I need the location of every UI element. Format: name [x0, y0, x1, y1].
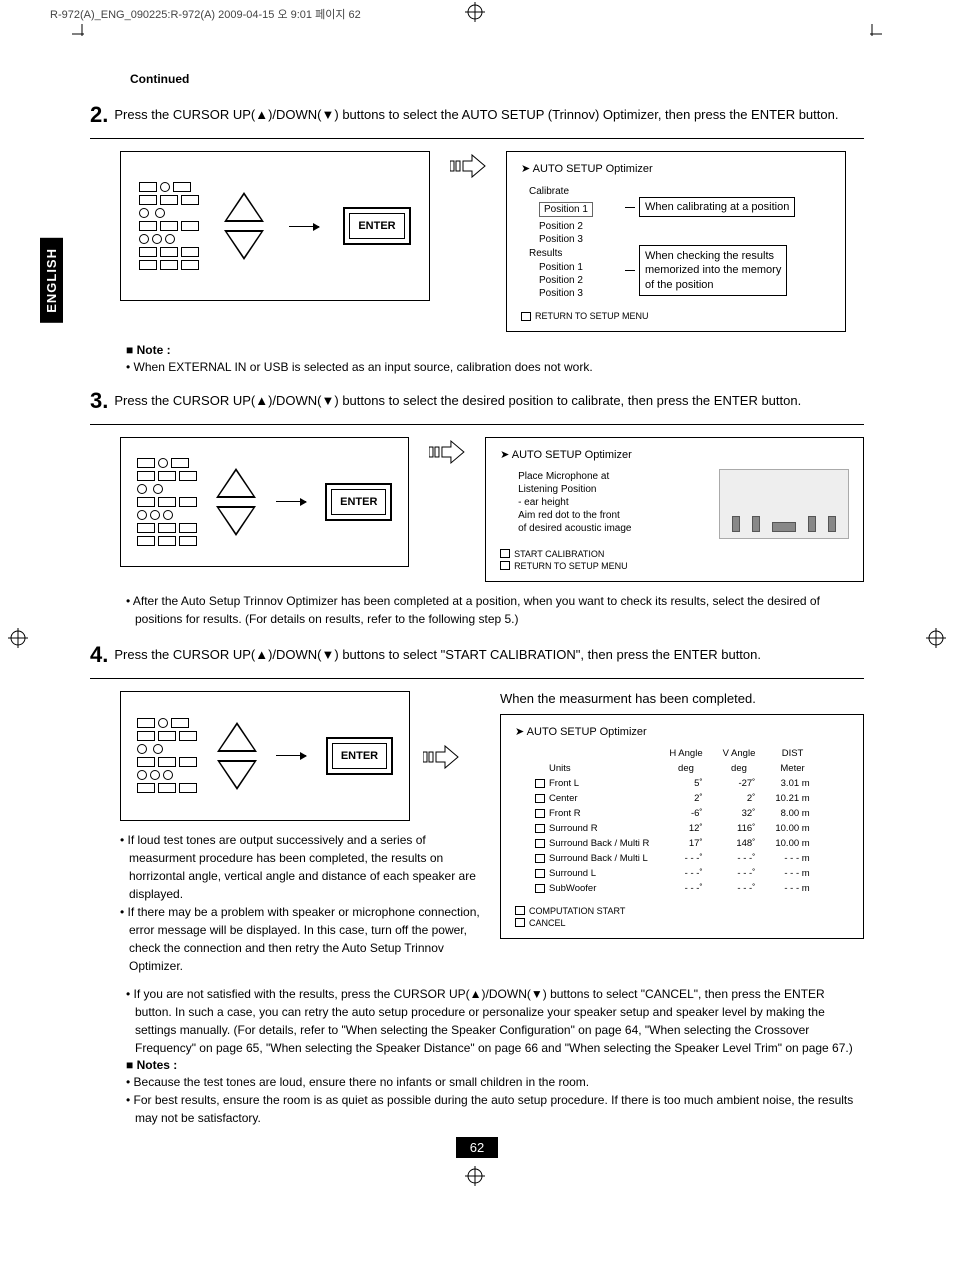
enter-button-icon: ENTER [326, 737, 393, 775]
continued-label: Continued [90, 72, 864, 86]
step4-bullet-b: • If there may be a problem with speaker… [120, 903, 480, 975]
block-arrow-icon [423, 742, 459, 772]
panel-line: of desired acoustic image [518, 523, 707, 534]
cancel-option: CANCEL [529, 918, 566, 928]
step-4: 4. Press the CURSOR UP(▲)/DOWN(▼) button… [90, 644, 864, 666]
note-step2-body: • When EXTERNAL IN or USB is selected as… [126, 359, 864, 376]
panel-item: Position 3 [539, 234, 621, 245]
step4-bullet-a: • If loud test tones are output successi… [120, 831, 480, 903]
panel-heading: Calibrate [529, 186, 621, 197]
table-row: Center2˚2˚10.21 m [525, 791, 820, 806]
callout-calibrating: When calibrating at a position [639, 197, 795, 217]
step-text: Press the CURSOR UP(▲)/DOWN(▼) buttons t… [114, 104, 838, 125]
cursor-down-icon [216, 506, 256, 536]
block-arrow-icon [429, 437, 465, 467]
panel-line: Listening Position [518, 484, 707, 495]
cursor-up-icon [217, 722, 257, 752]
computation-start: COMPUTATION START [529, 906, 625, 916]
page-number: 62 [456, 1137, 498, 1158]
cursor-up-icon [216, 468, 256, 498]
notes-title: ■ Notes : [126, 1057, 864, 1074]
step-text: Press the CURSOR UP(▲)/DOWN(▼) buttons t… [114, 644, 761, 665]
panel-title: ➤ AUTO SETUP Optimizer [515, 725, 849, 738]
remote-diagram: ENTER [120, 437, 409, 567]
remote-diagram: ENTER [120, 691, 410, 821]
table-row: Surround L- - -˚- - -˚- - - m [525, 866, 820, 881]
cursor-up-icon [224, 192, 264, 222]
block-arrow-icon [450, 151, 486, 181]
enter-button-icon: ENTER [343, 207, 410, 245]
panel-item: Position 2 [539, 275, 621, 286]
panel-line: - ear height [518, 497, 707, 508]
panel-line: Aim red dot to the front [518, 510, 707, 521]
table-row: Surround R12˚116˚10.00 m [525, 821, 820, 836]
auto-setup-panel-calibrate: ➤ AUTO SETUP Optimizer Calibrate Positio… [506, 151, 846, 332]
remote-diagram: ENTER [120, 151, 430, 301]
return-menu: RETURN TO SETUP MENU [535, 311, 649, 321]
panel-line: Place Microphone at [518, 471, 707, 482]
panel-item: Position 2 [539, 221, 621, 232]
measurement-done-label: When the measurment has been completed. [500, 691, 864, 706]
callout-results: When checking the results memorized into… [639, 245, 787, 296]
cursor-down-icon [224, 230, 264, 260]
start-calibration: START CALIBRATION [514, 549, 604, 559]
enter-button-icon: ENTER [325, 483, 392, 521]
table-row: Surround Back / Multi L- - -˚- - -˚- - -… [525, 851, 820, 866]
step-number: 4. [90, 644, 108, 666]
panel-item: Position 1 [539, 262, 621, 273]
step-number: 2. [90, 104, 108, 126]
table-row: SubWoofer- - -˚- - -˚- - - m [525, 881, 820, 896]
step-number: 3. [90, 390, 108, 412]
step-3: 3. Press the CURSOR UP(▲)/DOWN(▼) button… [90, 390, 864, 412]
step-text: Press the CURSOR UP(▲)/DOWN(▼) buttons t… [114, 390, 801, 411]
panel-title: ➤ AUTO SETUP Optimizer [500, 448, 849, 461]
note-step2: ■ Note : [126, 342, 864, 359]
table-row: Front R-6˚32˚8.00 m [525, 806, 820, 821]
step-2: 2. Press the CURSOR UP(▲)/DOWN(▼) button… [90, 104, 864, 126]
return-menu: RETURN TO SETUP MENU [514, 561, 628, 571]
auto-setup-panel-mic: ➤ AUTO SETUP Optimizer Place Microphone … [485, 437, 864, 582]
panel-item: Position 1 [539, 202, 593, 217]
auto-setup-panel-results: ➤ AUTO SETUP Optimizer H Angle V Angle D… [500, 714, 864, 939]
panel-heading: Results [529, 248, 621, 259]
results-table: H Angle V Angle DIST Units deg deg Meter… [525, 746, 820, 896]
cursor-down-icon [217, 760, 257, 790]
table-row: Surround Back / Multi R17˚148˚10.00 m [525, 836, 820, 851]
step4-bullet-c: • If you are not satisfied with the resu… [126, 985, 864, 1057]
panel-item: Position 3 [539, 288, 621, 299]
panel-title: ➤ AUTO SETUP Optimizer [521, 162, 831, 175]
notes-bullet-1: • Because the test tones are loud, ensur… [126, 1073, 864, 1091]
after-step3-note: • After the Auto Setup Trinnov Optimizer… [126, 592, 864, 628]
notes-bullet-2: • For best results, ensure the room is a… [126, 1091, 864, 1127]
language-tab: ENGLISH [40, 238, 63, 323]
table-row: Front L5˚-27˚3.01 m [525, 776, 820, 791]
speaker-layout-image [719, 469, 849, 539]
